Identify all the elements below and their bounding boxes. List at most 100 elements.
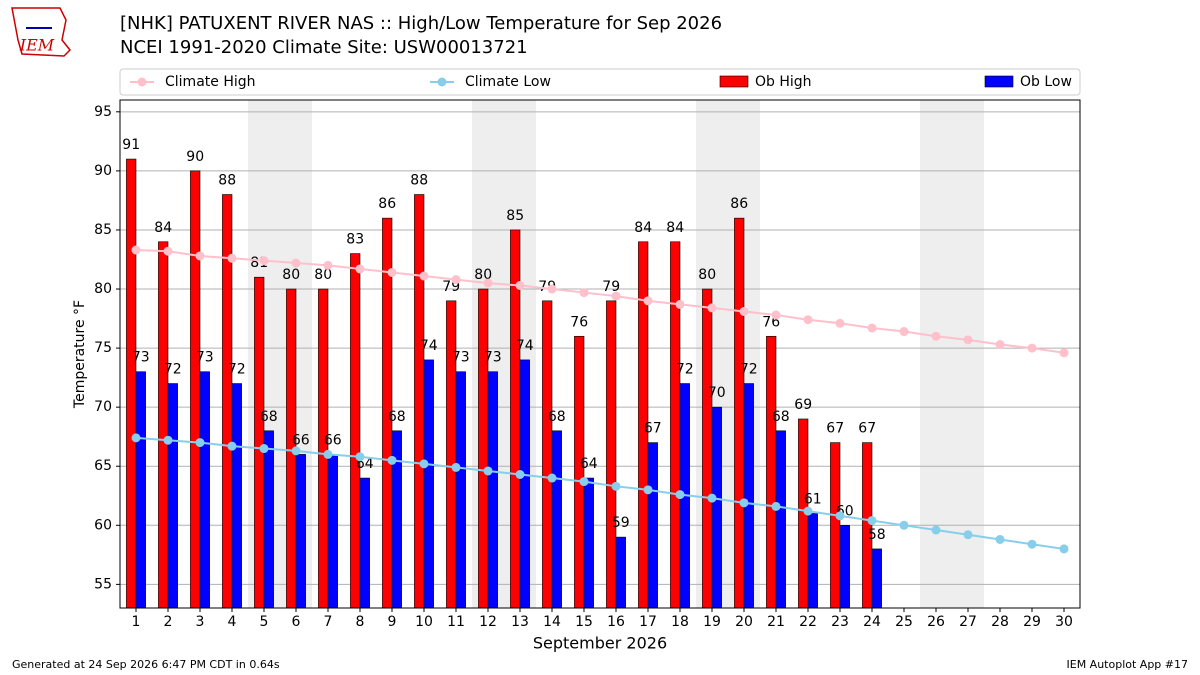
data-label: 72 <box>676 362 694 378</box>
x-tick-label: 26 <box>927 614 945 630</box>
point <box>323 260 333 270</box>
x-tick-label: 18 <box>671 614 689 630</box>
chart-title: [NHK] PATUXENT RIVER NAS :: High/Low Tem… <box>120 13 722 34</box>
data-label: 74 <box>516 338 534 354</box>
point <box>227 253 237 263</box>
data-label: 68 <box>388 409 406 425</box>
x-tick-label: 1 <box>132 614 141 630</box>
point <box>931 525 941 535</box>
x-tick-label: 29 <box>1023 614 1041 630</box>
point <box>291 446 301 456</box>
point <box>515 470 525 480</box>
data-label: 73 <box>484 350 502 366</box>
point <box>387 455 397 465</box>
point <box>963 530 973 540</box>
bar <box>167 383 178 609</box>
data-label: 72 <box>228 362 246 378</box>
bar <box>263 430 274 609</box>
bar <box>743 383 754 609</box>
x-tick-label: 17 <box>639 614 657 630</box>
point <box>259 256 269 266</box>
point <box>931 331 941 341</box>
bar <box>318 288 329 609</box>
bar <box>711 406 722 609</box>
data-label: 73 <box>132 350 150 366</box>
x-tick-label: 11 <box>447 614 465 630</box>
bar <box>295 454 306 609</box>
point <box>643 296 653 306</box>
point <box>195 438 205 448</box>
data-label: 66 <box>292 432 310 448</box>
point <box>1059 544 1069 554</box>
x-tick-label: 9 <box>388 614 397 630</box>
bar <box>487 371 498 609</box>
data-label: 88 <box>410 173 428 189</box>
bar <box>551 430 562 609</box>
bar <box>135 371 146 609</box>
point <box>227 441 237 451</box>
x-tick-label: 28 <box>991 614 1009 630</box>
point <box>419 271 429 281</box>
logo-text: IEM <box>19 36 55 55</box>
point <box>419 459 429 469</box>
plot-frame <box>119 99 1081 609</box>
point <box>355 264 365 274</box>
chart-subtitle: NCEI 1991-2020 Climate Site: USW00013721 <box>120 37 528 58</box>
line <box>135 249 1065 354</box>
x-tick-label: 10 <box>415 614 433 630</box>
footer-right: IEM Autoplot App #17 <box>1067 658 1189 671</box>
point <box>355 452 365 462</box>
legend-box <box>119 68 1081 96</box>
legend-label: Climate Low <box>465 74 551 90</box>
point <box>195 251 205 261</box>
point <box>963 335 973 345</box>
x-tick-label: 3 <box>196 614 205 630</box>
shaded-span <box>920 100 984 608</box>
bar <box>775 430 786 609</box>
y-tick-label: 55 <box>94 576 112 592</box>
point <box>547 473 557 483</box>
bar <box>830 442 841 609</box>
data-label: 66 <box>324 432 342 448</box>
point <box>259 444 269 454</box>
bar <box>327 454 338 609</box>
data-label: 86 <box>730 196 748 212</box>
data-label: 88 <box>218 173 236 189</box>
point <box>451 275 461 285</box>
data-label: 67 <box>826 421 844 437</box>
point <box>323 449 333 459</box>
point <box>483 278 493 288</box>
y-tick-label: 65 <box>94 458 112 474</box>
point <box>451 462 461 472</box>
data-label: 68 <box>548 409 566 425</box>
x-tick-label: 4 <box>228 614 237 630</box>
point <box>291 258 301 268</box>
data-label: 64 <box>580 456 598 472</box>
data-label: 91 <box>122 137 140 153</box>
point <box>675 299 685 309</box>
x-tick-label: 20 <box>735 614 753 630</box>
y-tick-label: 60 <box>94 517 112 533</box>
point <box>1027 539 1037 549</box>
point <box>739 306 749 316</box>
bar <box>766 335 777 609</box>
x-tick-label: 27 <box>959 614 977 630</box>
x-tick-label: 15 <box>575 614 593 630</box>
x-tick-label: 24 <box>863 614 881 630</box>
bar <box>455 371 466 609</box>
bar <box>190 170 201 609</box>
point <box>675 490 685 500</box>
bar <box>126 158 137 609</box>
logo-outline <box>11 7 72 57</box>
bar <box>862 442 873 609</box>
bar <box>574 335 585 609</box>
data-label: 70 <box>708 385 726 401</box>
data-label: 90 <box>186 149 204 165</box>
y-tick-label: 90 <box>94 163 112 179</box>
y-tick-label: 75 <box>94 340 112 356</box>
bar <box>647 442 658 609</box>
data-label: 61 <box>804 491 822 507</box>
point <box>1027 343 1037 353</box>
data-label: 84 <box>666 220 684 236</box>
